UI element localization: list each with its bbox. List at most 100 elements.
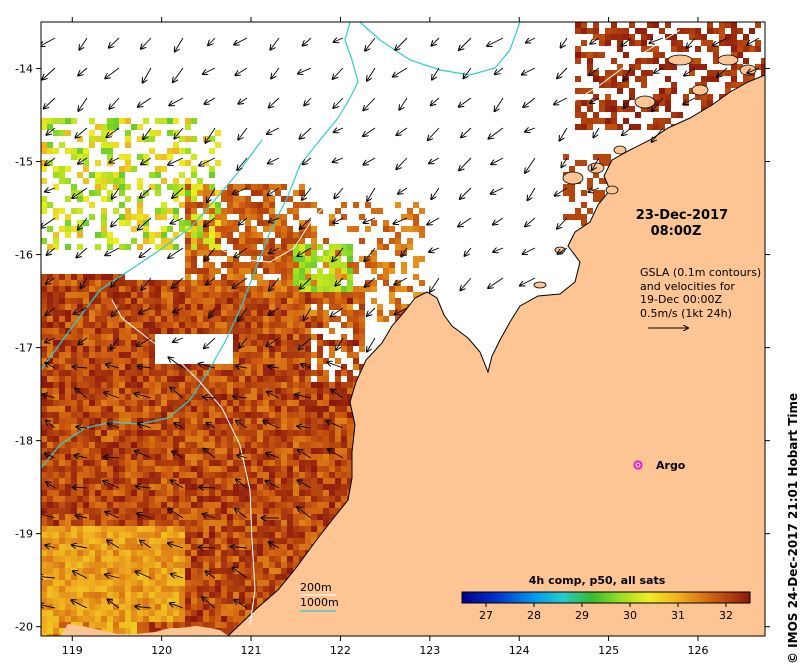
sst-cell (101, 460, 107, 466)
sst-cell (329, 280, 335, 286)
sst-cell (83, 508, 89, 514)
sst-cell (191, 502, 197, 508)
sst-cell (707, 70, 713, 76)
sst-cell (197, 268, 203, 274)
sst-cell (275, 340, 281, 346)
sst-cell (233, 328, 239, 334)
sst-cell (101, 400, 107, 406)
sst-cell (311, 412, 317, 418)
sst-cell (161, 454, 167, 460)
sst-cell (47, 526, 53, 532)
sst-cell (299, 274, 305, 280)
sst-cell (269, 268, 275, 274)
sst-cell (341, 430, 347, 436)
sst-cell (293, 562, 299, 568)
current-vector (135, 572, 152, 579)
sst-cell (125, 142, 131, 148)
sst-cell (317, 502, 323, 508)
sst-cell (251, 202, 257, 208)
sst-cell (167, 568, 173, 574)
sst-cell (341, 382, 347, 388)
current-vector (429, 157, 440, 163)
sst-cell (185, 622, 191, 628)
sst-cell (203, 310, 209, 316)
sst-cell (251, 520, 257, 526)
sst-cell (161, 286, 167, 292)
sst-cell (167, 154, 173, 160)
sst-cell (161, 538, 167, 544)
sst-cell (305, 430, 311, 436)
sst-cell (305, 304, 311, 310)
sst-cell (299, 370, 305, 376)
sst-cell (47, 142, 53, 148)
sst-cell (191, 244, 197, 250)
sst-cell (311, 388, 317, 394)
sst-cell (173, 418, 179, 424)
sst-cell (713, 70, 719, 76)
sst-cell (275, 520, 281, 526)
current-vector (138, 97, 152, 107)
current-vector (432, 67, 440, 80)
sst-cell (239, 370, 245, 376)
sst-cell (185, 586, 191, 592)
sst-cell (77, 550, 83, 556)
sst-cell (59, 508, 65, 514)
sst-cell (149, 490, 155, 496)
sst-cell (161, 118, 167, 124)
sst-cell (209, 568, 215, 574)
sst-cell (209, 244, 215, 250)
sst-cell (113, 358, 119, 364)
sst-cell (257, 520, 263, 526)
sst-cell (59, 556, 65, 562)
sst-cell (233, 442, 239, 448)
sst-cell (53, 562, 59, 568)
sst-cell (203, 226, 209, 232)
sst-cell (119, 622, 125, 628)
sst-cell (287, 208, 293, 214)
sst-cell (101, 550, 107, 556)
sst-cell (137, 490, 143, 496)
sst-cell (257, 496, 263, 502)
sst-cell (233, 304, 239, 310)
sst-cell (191, 538, 197, 544)
current-vector (203, 397, 216, 398)
sst-cell (305, 232, 311, 238)
sst-cell (263, 184, 269, 190)
sst-cell (167, 532, 173, 538)
sst-cell (329, 412, 335, 418)
sst-cell (59, 562, 65, 568)
sst-cell (353, 316, 359, 322)
sst-cell (659, 124, 665, 130)
sst-cell (263, 448, 269, 454)
sst-cell (155, 424, 161, 430)
sst-cell (305, 478, 311, 484)
sst-cell (617, 70, 623, 76)
sst-cell (149, 412, 155, 418)
sst-cell (587, 106, 593, 112)
sst-cell (41, 460, 47, 466)
sst-cell (593, 94, 599, 100)
sst-cell (275, 388, 281, 394)
sst-cell (347, 370, 353, 376)
sst-cell (65, 454, 71, 460)
sst-cell (83, 604, 89, 610)
current-vector (73, 571, 88, 579)
sst-cell (209, 532, 215, 538)
sst-cell (329, 274, 335, 280)
sst-cell (383, 274, 389, 280)
sst-cell (53, 274, 59, 280)
sst-cell (131, 388, 137, 394)
sst-cell (89, 376, 95, 382)
sst-cell (251, 322, 257, 328)
sst-cell (581, 52, 587, 58)
sst-cell (53, 526, 59, 532)
sst-cell (155, 232, 161, 238)
sst-cell (41, 448, 47, 454)
current-vector (199, 487, 216, 488)
sst-cell (233, 424, 239, 430)
sst-cell (41, 304, 47, 310)
sst-cell (83, 460, 89, 466)
sst-cell (281, 238, 287, 244)
sst-cell (113, 184, 119, 190)
current-vector (554, 97, 568, 104)
